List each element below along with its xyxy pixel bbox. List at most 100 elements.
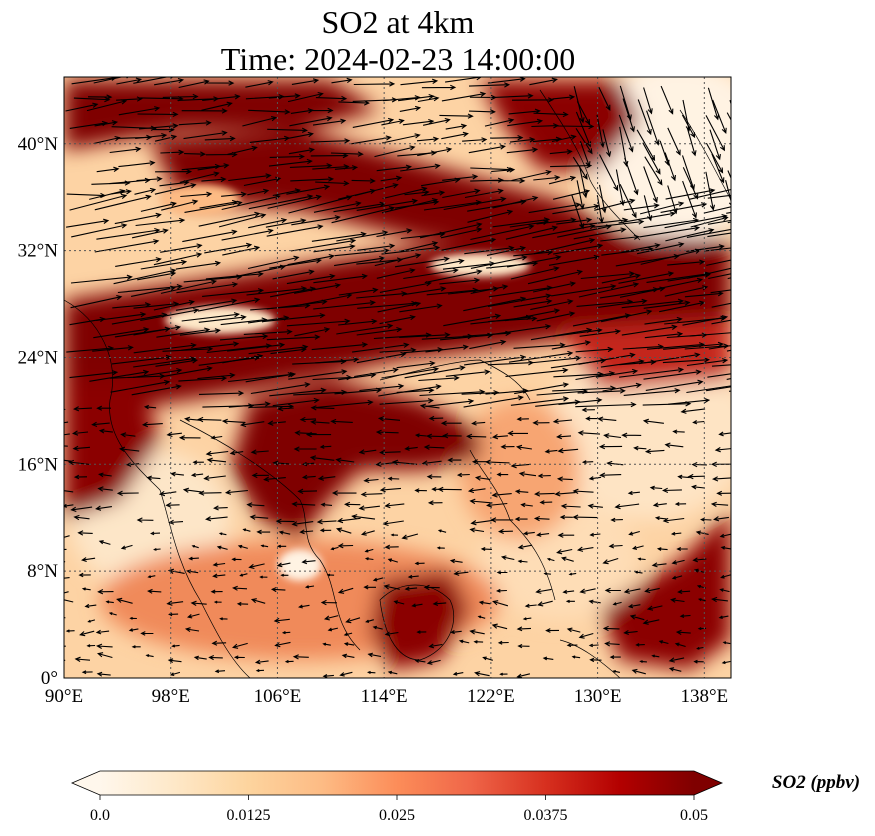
wind-arrow bbox=[467, 209, 514, 223]
wind-arrow bbox=[72, 445, 91, 452]
wind-arrow bbox=[285, 131, 314, 140]
wind-arrow bbox=[345, 617, 361, 624]
wind-arrow bbox=[442, 188, 481, 199]
wind-arrow bbox=[131, 384, 182, 396]
wind-arrow bbox=[708, 345, 731, 350]
wind-arrow bbox=[197, 416, 222, 423]
wind-arrow bbox=[637, 557, 646, 561]
wind-arrow bbox=[517, 559, 528, 564]
wind-arrow bbox=[314, 357, 360, 364]
wind-arrow bbox=[291, 521, 314, 527]
wind-arrow bbox=[175, 260, 222, 270]
wind-arrow bbox=[474, 671, 490, 677]
wind-arrow bbox=[441, 237, 497, 251]
wind-arrow bbox=[240, 421, 265, 428]
wind-arrow bbox=[610, 517, 623, 523]
wind-arrow bbox=[112, 302, 152, 309]
wind-arrow bbox=[376, 164, 412, 172]
wind-arrow bbox=[471, 420, 486, 426]
wind-arrow bbox=[250, 598, 266, 604]
so2-high-band-borneo bbox=[370, 570, 470, 670]
wind-arrow bbox=[178, 375, 228, 382]
wind-arrow bbox=[197, 163, 230, 171]
wind-arrow bbox=[154, 183, 197, 195]
wind-arrow bbox=[320, 599, 338, 606]
wind-arrow bbox=[692, 557, 707, 563]
wind-arrow bbox=[461, 390, 500, 396]
wind-arrow bbox=[335, 527, 352, 534]
wind-arrow bbox=[492, 195, 539, 209]
wind-arrow bbox=[695, 530, 709, 535]
wind-arrow bbox=[180, 191, 213, 198]
wind-arrow bbox=[71, 223, 128, 238]
wind-arrow bbox=[400, 241, 439, 252]
wind-arrow bbox=[343, 632, 353, 636]
wind-arrow bbox=[269, 153, 305, 160]
wind-arrow bbox=[236, 601, 249, 606]
wind-arrow bbox=[311, 231, 367, 242]
wind-arrow bbox=[64, 408, 66, 411]
wind-arrow bbox=[92, 345, 134, 352]
wind-arrow bbox=[681, 114, 696, 139]
wind-arrow bbox=[248, 109, 291, 115]
wind-arrow bbox=[154, 134, 178, 142]
wind-arrow bbox=[722, 641, 731, 645]
wind-arrow bbox=[487, 77, 526, 84]
wind-arrow bbox=[116, 597, 133, 604]
wind-arrow bbox=[733, 184, 787, 197]
wind-arrow bbox=[550, 163, 593, 169]
wind-arrow bbox=[276, 544, 287, 548]
wind-arrow bbox=[690, 215, 729, 228]
wind-arrow bbox=[629, 614, 645, 621]
wind-arrow bbox=[439, 277, 481, 285]
wind-arrow bbox=[165, 502, 180, 508]
wind-arrow bbox=[64, 535, 70, 540]
chart-title-line2: Time: 2024-02-23 14:00:00 bbox=[221, 41, 575, 77]
wind-arrow bbox=[334, 248, 390, 257]
wind-arrow bbox=[116, 490, 139, 496]
wind-arrow bbox=[720, 545, 731, 550]
wind-arrow bbox=[64, 659, 66, 662]
wind-arrow bbox=[646, 605, 663, 611]
wind-arrow bbox=[310, 405, 335, 411]
wind-arrow bbox=[421, 460, 442, 466]
so2-clear-patch-3 bbox=[278, 549, 322, 581]
wind-arrow bbox=[506, 254, 562, 268]
wind-arrow bbox=[488, 285, 553, 298]
wind-arrow bbox=[604, 641, 620, 647]
wind-arrow bbox=[619, 184, 637, 219]
wind-arrow bbox=[245, 371, 297, 383]
wind-arrow bbox=[641, 277, 704, 293]
wind-arrow bbox=[462, 137, 488, 143]
wind-arrow bbox=[513, 342, 566, 349]
wind-arrow bbox=[379, 398, 434, 405]
wind-arrow bbox=[64, 488, 74, 493]
wind-arrow bbox=[205, 516, 228, 522]
wind-arrow bbox=[259, 575, 268, 579]
wind-arrow bbox=[621, 243, 661, 253]
wind-arrow bbox=[161, 199, 199, 211]
wind-arrow bbox=[518, 471, 537, 477]
wind-arrow bbox=[81, 587, 91, 591]
so2-clear-patch-4 bbox=[160, 184, 240, 216]
wind-arrow bbox=[363, 585, 377, 590]
wind-arrow bbox=[598, 444, 623, 450]
x-tick-label: 130°E bbox=[574, 686, 622, 707]
colorbar-extend-min bbox=[72, 771, 100, 795]
wind-arrow bbox=[198, 490, 222, 496]
wind-arrow bbox=[687, 473, 705, 480]
wind-arrow bbox=[290, 176, 335, 182]
wind-arrow bbox=[422, 117, 451, 126]
wind-arrow bbox=[399, 303, 443, 313]
wind-arrow bbox=[150, 531, 161, 536]
wind-arrow bbox=[73, 96, 111, 103]
wind-arrow bbox=[109, 146, 142, 154]
wind-arrow bbox=[536, 532, 550, 537]
wind-arrow bbox=[291, 78, 320, 85]
wind-arrow bbox=[506, 147, 539, 154]
wind-arrow bbox=[470, 519, 493, 526]
wind-arrow bbox=[552, 189, 591, 200]
wind-arrow bbox=[359, 383, 405, 392]
wind-arrow bbox=[248, 194, 314, 210]
wind-arrow bbox=[181, 312, 241, 322]
